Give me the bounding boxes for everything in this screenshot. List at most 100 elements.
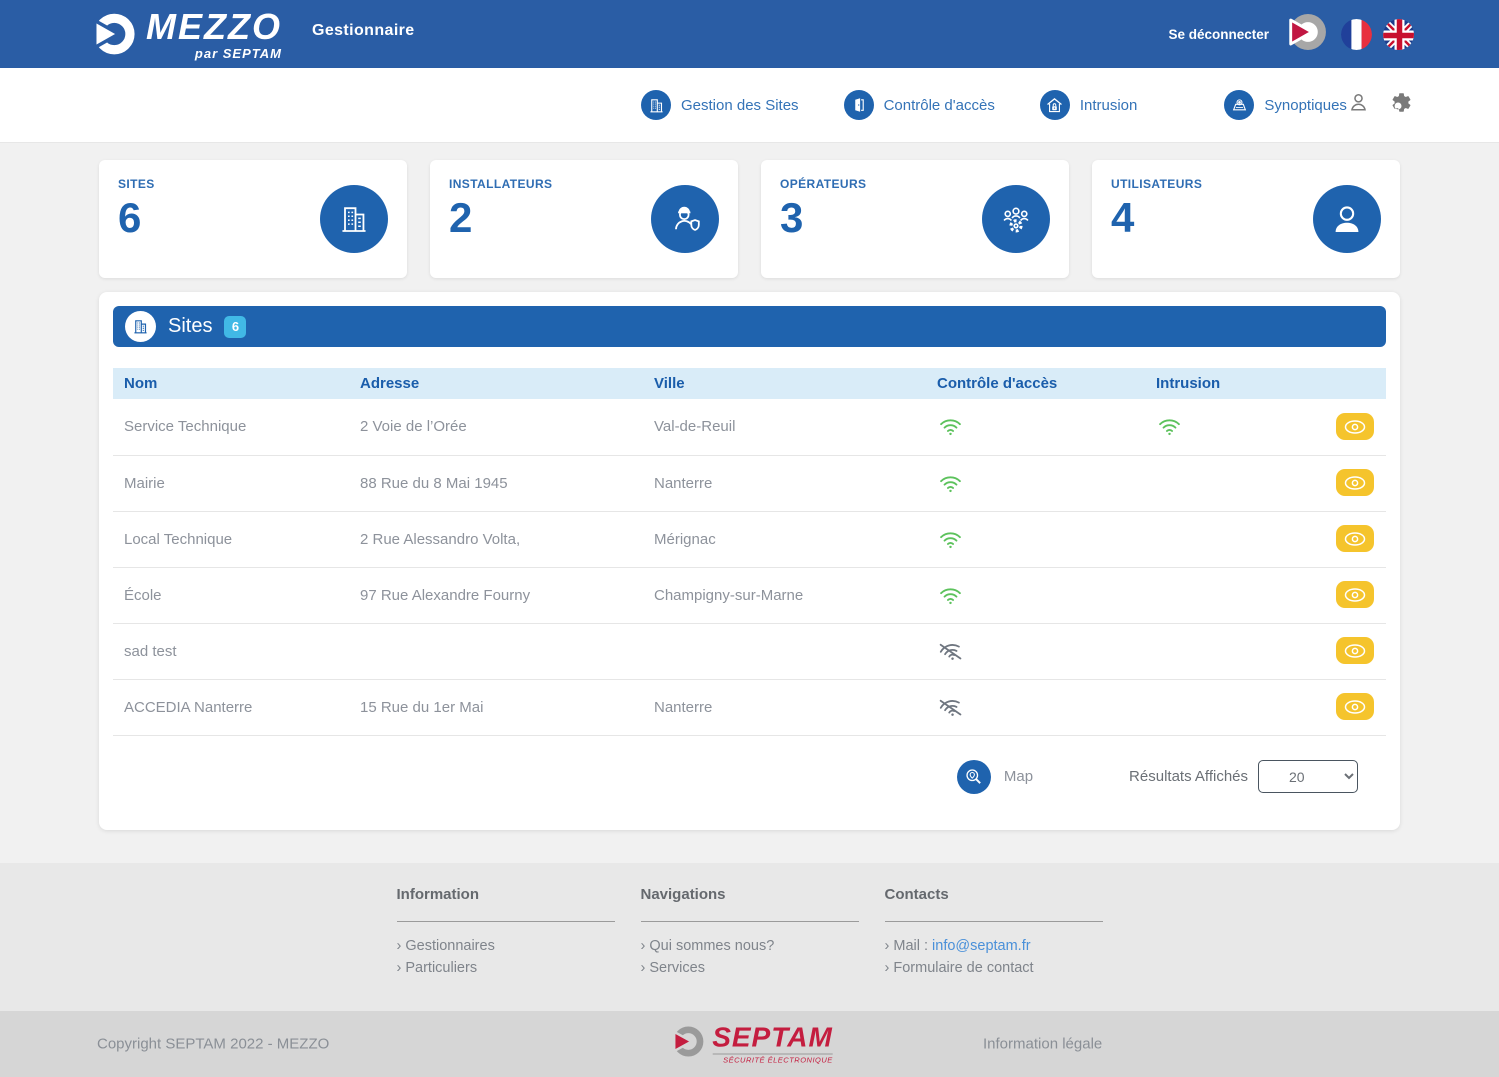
nav-item-intrusion[interactable]: Intrusion [1039, 90, 1137, 120]
mezzo-mark-icon [85, 8, 137, 60]
site-intrusion-status [1156, 399, 1306, 456]
footer-link-qui-sommes-nous[interactable]: Qui sommes nous? [641, 936, 859, 958]
stat-card-sites: SITES 6 [99, 160, 407, 278]
person-icon [1313, 185, 1381, 253]
site-address [360, 623, 654, 680]
site-row: Mairie 88 Rue du 8 Mai 1945 Nanterre [113, 455, 1386, 512]
map-label: Map [1003, 768, 1034, 785]
footer-link-gestionnaires[interactable]: Gestionnaires [397, 936, 615, 958]
divider [884, 921, 1103, 922]
nav-item-synoptiques[interactable]: Synoptiques [1224, 90, 1347, 120]
footer-link-particuliers[interactable]: Particuliers [397, 958, 615, 980]
logout-button[interactable]: Se déconnecter [1168, 26, 1269, 42]
stat-card-utilisateurs: UTILISATEURS 4 [1092, 160, 1400, 278]
sites-table: Nom Adresse Ville Contrôle d'accès Intru… [113, 368, 1386, 736]
site-address: 15 Rue du 1er Mai [360, 679, 654, 736]
site-address: 2 Voie de l’Orée [360, 399, 654, 456]
site-name: École [113, 567, 360, 624]
footer-link-mail[interactable]: Mail : info@septam.fr [885, 936, 1103, 958]
view-site-button[interactable] [1336, 413, 1374, 440]
footer-column-navigations: Navigations Qui sommes nous? Services [640, 886, 859, 1011]
view-site-button[interactable] [1336, 525, 1374, 553]
nav-item-controle-acces[interactable]: Contrôle d'accès [843, 90, 995, 120]
table-footer: Map Résultats Affichés 20 [113, 759, 1386, 794]
site-city: Champigny-sur-Marne [654, 567, 937, 624]
stat-value: 2 [449, 194, 473, 241]
results-per-page-select[interactable]: 20 [1258, 760, 1358, 793]
map-icon [1224, 90, 1255, 120]
site-name: sad test [113, 623, 360, 680]
site-access-status [937, 511, 1156, 568]
footer-link-services[interactable]: Services [641, 958, 859, 980]
user-icon[interactable] [1347, 91, 1370, 119]
stat-value: 4 [1111, 194, 1135, 241]
results-per-page-label: Résultats Affichés [1129, 768, 1248, 785]
page-footer: Information Gestionnaires Particuliers N… [0, 863, 1499, 1011]
mail-address-link[interactable]: info@septam.fr [932, 938, 1031, 954]
uk-flag-icon[interactable] [1383, 18, 1414, 50]
site-access-status [937, 567, 1156, 624]
view-site-button[interactable] [1336, 637, 1374, 665]
site-name: Service Technique [113, 399, 360, 456]
site-access-status [937, 455, 1156, 512]
site-access-status [937, 623, 1156, 680]
map-search-icon [956, 759, 991, 794]
site-intrusion-status [1156, 679, 1306, 736]
site-name: ACCEDIA Nanterre [113, 679, 360, 736]
column-header-ville: Ville [654, 368, 937, 399]
stat-card-installateurs: INSTALLATEURS 2 [430, 160, 738, 278]
sites-table-body: Service Technique 2 Voie de l’Orée Val-de-… [113, 399, 1386, 736]
legal-information-link[interactable]: Information légale [983, 1035, 1103, 1053]
gear-icon[interactable] [1390, 91, 1413, 119]
divider [396, 921, 615, 922]
column-header-intrusion: Intrusion [1156, 368, 1306, 399]
map-button[interactable]: Map [956, 759, 1034, 794]
footer-link-formulaire-contact[interactable]: Formulaire de contact [885, 958, 1103, 980]
copyright-bar: Copyright SEPTAM 2022 - MEZZO SEPTAM SÉC… [0, 1011, 1499, 1077]
table-header-row: Nom Adresse Ville Contrôle d'accès Intru… [113, 368, 1386, 399]
building-icon [641, 90, 671, 120]
sites-panel: Sites 6 Nom Adresse Ville Contrôle d'acc… [99, 292, 1400, 830]
divider [640, 921, 859, 922]
stat-card-operateurs: OPÉRATEURS 3 [761, 160, 1069, 278]
main-content: SITES 6 INSTALLATEURS 2 [0, 143, 1499, 863]
house-lock-icon [1039, 90, 1070, 120]
footer-column-information: Information Gestionnaires Particuliers [396, 886, 615, 1011]
sites-count-badge: 6 [224, 315, 247, 338]
site-row: Local Technique 2 Rue Alessandro Volta, Mé… [113, 511, 1386, 568]
footer-column-title: Contacts [884, 886, 949, 903]
septam-tagline: SÉCURITÉ ÉLECTRONIQUE [712, 1053, 833, 1065]
view-site-button[interactable] [1336, 693, 1374, 721]
site-address: 97 Rue Alexandre Fourny [360, 567, 654, 624]
operators-gears-icon [982, 185, 1050, 253]
site-address: 88 Rue du 8 Mai 1945 [360, 455, 654, 512]
nav-item-gestion-des-sites[interactable]: Gestion des Sites [641, 90, 799, 120]
site-intrusion-status [1156, 623, 1306, 680]
column-header-adresse: Adresse [360, 368, 654, 399]
site-row: sad test [113, 623, 1386, 680]
column-header-nom: Nom [113, 368, 360, 399]
door-icon [843, 90, 874, 120]
stats-row: SITES 6 INSTALLATEURS 2 [99, 160, 1400, 278]
nav-label: Contrôle d'accès [883, 96, 995, 114]
french-flag-icon[interactable] [1341, 18, 1372, 50]
septam-mark-icon [666, 1022, 706, 1067]
mezzo-logo: MEZZO par SEPTAM [85, 8, 282, 60]
nav-label: Gestion des Sites [681, 96, 799, 114]
site-address: 2 Rue Alessandro Volta, [360, 511, 654, 568]
app-header: MEZZO par SEPTAM Gestionnaire Se déconne… [0, 0, 1499, 68]
site-intrusion-status [1156, 567, 1306, 624]
view-site-button[interactable] [1336, 469, 1374, 497]
sites-panel-header: Sites 6 [113, 306, 1386, 347]
stat-value: 6 [118, 194, 142, 241]
column-header-controle-acces: Contrôle d'accès [937, 368, 1156, 399]
view-site-button[interactable] [1336, 581, 1374, 609]
nav-label: Synoptiques [1264, 96, 1347, 114]
stat-label: UTILISATEURS [1111, 177, 1203, 191]
site-city: Nanterre [654, 679, 937, 736]
brand-subtitle: par SEPTAM [194, 45, 282, 61]
footer-column-title: Information [396, 886, 480, 903]
page-title: Gestionnaire [311, 22, 415, 39]
main-navbar: Gestion des Sites Contrôle d'accès [0, 68, 1499, 143]
brand-name: MEZZO [146, 5, 282, 47]
